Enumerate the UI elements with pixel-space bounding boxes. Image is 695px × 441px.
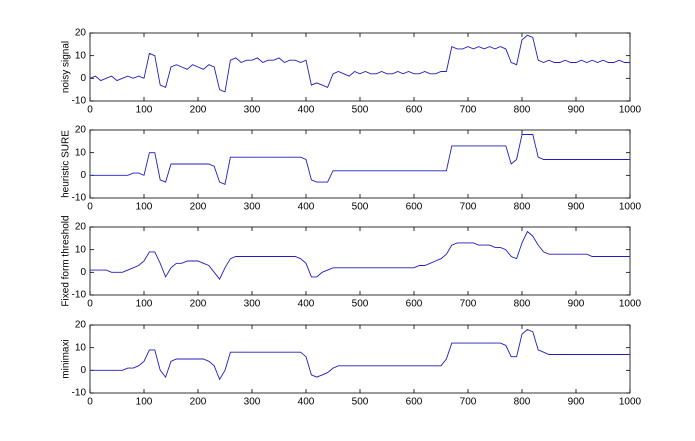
x-tick-label: 600 bbox=[406, 202, 423, 213]
x-tick-label: 400 bbox=[298, 299, 315, 310]
x-tick-label: 200 bbox=[190, 202, 207, 213]
y-tick-label: 0 bbox=[80, 73, 86, 84]
x-tick-label: 400 bbox=[298, 105, 315, 116]
x-tick-label: 400 bbox=[298, 202, 315, 213]
x-tick-label: 300 bbox=[244, 397, 261, 408]
x-tick-label: 1000 bbox=[619, 299, 642, 310]
x-tick-label: 900 bbox=[568, 202, 585, 213]
signal-line bbox=[89, 34, 630, 93]
x-tick-label: 400 bbox=[298, 397, 315, 408]
y-tick-label: 20 bbox=[75, 320, 87, 331]
y-tick-label: 20 bbox=[75, 28, 87, 39]
y-tick-label: -10 bbox=[72, 193, 87, 204]
y-axis-label: Fixed form threshold bbox=[61, 215, 72, 306]
y-tick-label: 20 bbox=[75, 222, 87, 233]
x-tick-label: 200 bbox=[190, 105, 207, 116]
x-tick-label: 0 bbox=[87, 105, 93, 116]
y-tick-label: 0 bbox=[80, 365, 86, 376]
x-tick-label: 800 bbox=[514, 299, 531, 310]
y-tick-label: -10 bbox=[72, 96, 87, 107]
x-tick-label: 0 bbox=[87, 202, 93, 213]
axes-box bbox=[89, 324, 631, 394]
x-tick-label: 900 bbox=[568, 299, 585, 310]
x-tick-label: 500 bbox=[352, 105, 369, 116]
x-tick-label: 700 bbox=[460, 299, 477, 310]
signal-line bbox=[90, 134, 630, 186]
y-tick-label: 10 bbox=[75, 147, 87, 158]
axes-box bbox=[89, 129, 631, 199]
y-tick-label: 10 bbox=[75, 50, 87, 61]
y-tick-label: 0 bbox=[80, 170, 86, 181]
x-tick-label: 300 bbox=[244, 299, 261, 310]
x-tick-label: 500 bbox=[352, 397, 369, 408]
x-tick-label: 100 bbox=[136, 299, 153, 310]
y-axis-label: noisy signal bbox=[61, 41, 72, 93]
axes-box bbox=[89, 226, 631, 296]
x-tick-label: 100 bbox=[136, 397, 153, 408]
x-tick-label: 200 bbox=[190, 299, 207, 310]
x-tick-label: 700 bbox=[460, 397, 477, 408]
axes-box bbox=[89, 32, 631, 102]
y-tick-label: -10 bbox=[72, 388, 87, 399]
y-axis-label: heuristic SURE bbox=[61, 130, 72, 198]
x-tick-label: 300 bbox=[244, 202, 261, 213]
y-tick-label: 20 bbox=[75, 125, 87, 136]
y-tick-label: 0 bbox=[80, 267, 86, 278]
y-axis-label: minimaxi bbox=[61, 339, 72, 378]
y-tick-label: -10 bbox=[72, 290, 87, 301]
x-tick-label: 600 bbox=[406, 299, 423, 310]
x-tick-label: 800 bbox=[514, 202, 531, 213]
x-tick-label: 900 bbox=[568, 105, 585, 116]
x-tick-label: 100 bbox=[136, 202, 153, 213]
x-tick-label: 600 bbox=[406, 105, 423, 116]
signal-line bbox=[90, 328, 630, 381]
signal-line bbox=[90, 230, 630, 280]
y-tick-label: 10 bbox=[75, 244, 87, 255]
x-tick-label: 1000 bbox=[619, 105, 642, 116]
x-tick-label: 600 bbox=[406, 397, 423, 408]
x-tick-label: 1000 bbox=[619, 397, 642, 408]
x-tick-label: 1000 bbox=[619, 202, 642, 213]
x-tick-label: 100 bbox=[136, 105, 153, 116]
x-tick-label: 800 bbox=[514, 105, 531, 116]
x-tick-label: 900 bbox=[568, 397, 585, 408]
x-tick-label: 500 bbox=[352, 202, 369, 213]
x-tick-label: 700 bbox=[460, 202, 477, 213]
x-tick-label: 0 bbox=[87, 299, 93, 310]
x-tick-label: 0 bbox=[87, 397, 93, 408]
x-tick-label: 300 bbox=[244, 105, 261, 116]
x-tick-label: 200 bbox=[190, 397, 207, 408]
y-tick-label: 10 bbox=[75, 342, 87, 353]
x-tick-label: 700 bbox=[460, 105, 477, 116]
x-tick-label: 500 bbox=[352, 299, 369, 310]
x-tick-label: 800 bbox=[514, 397, 531, 408]
